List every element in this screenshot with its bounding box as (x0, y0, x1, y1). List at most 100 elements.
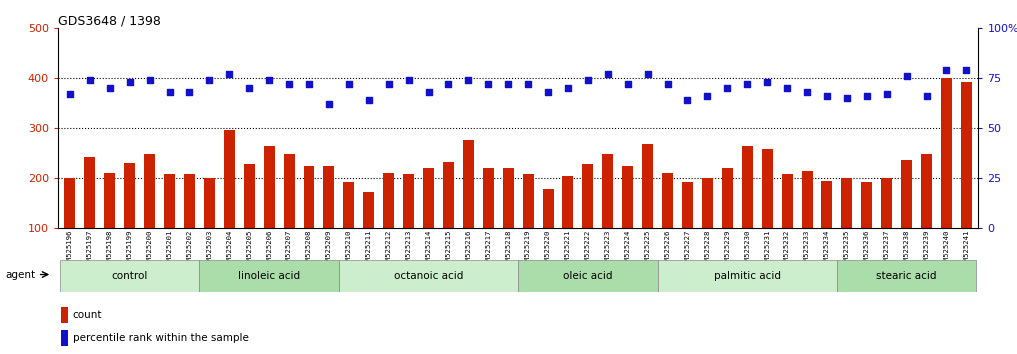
Bar (144, 154, 155, 278)
Point (201, 78, 218, 83)
Text: count: count (72, 310, 102, 320)
Bar (403, 174, 414, 278)
Bar (483, 169, 494, 278)
Point (221, 72, 237, 77)
Point (839, 96, 855, 101)
Bar (562, 176, 574, 278)
Bar (961, 82, 972, 278)
Point (461, 78, 477, 83)
Point (739, 81, 756, 87)
Bar (518, 260, 658, 292)
Bar (84, 157, 96, 278)
Bar (542, 189, 553, 278)
Point (918, 93, 935, 99)
Point (102, 86, 118, 91)
Bar (682, 182, 693, 278)
Point (480, 81, 496, 87)
Point (540, 90, 556, 95)
Point (361, 97, 377, 103)
Point (380, 81, 397, 87)
Bar (642, 144, 653, 278)
Point (958, 68, 974, 73)
Point (440, 81, 457, 87)
Bar (244, 164, 254, 278)
Point (261, 78, 278, 83)
Point (939, 68, 955, 73)
Text: GDS3648 / 1398: GDS3648 / 1398 (58, 14, 161, 27)
Bar (60, 260, 199, 292)
Bar (901, 160, 912, 278)
Bar (941, 78, 952, 278)
Bar (762, 149, 773, 278)
Bar (199, 260, 339, 292)
Bar (124, 163, 135, 278)
Bar (622, 166, 634, 278)
Bar (841, 178, 852, 278)
Bar (801, 171, 813, 278)
Point (500, 81, 517, 87)
Bar (822, 181, 833, 278)
Text: percentile rank within the sample: percentile rank within the sample (72, 333, 248, 343)
Bar (782, 174, 792, 278)
Bar (602, 154, 613, 278)
Point (700, 93, 716, 99)
Bar (861, 182, 873, 278)
Point (122, 80, 138, 85)
Bar (263, 146, 275, 278)
Bar (224, 130, 235, 278)
Bar (339, 260, 518, 292)
Text: control: control (112, 271, 147, 281)
Point (162, 90, 178, 95)
Bar (61, 330, 68, 346)
Point (580, 78, 596, 83)
Point (62, 91, 78, 97)
Bar (64, 178, 75, 278)
Point (600, 72, 616, 77)
Point (619, 81, 636, 87)
Point (799, 90, 816, 95)
Point (520, 81, 536, 87)
Text: oleic acid: oleic acid (563, 271, 612, 281)
Bar (502, 169, 514, 278)
Bar (344, 182, 354, 278)
Point (141, 78, 158, 83)
Bar (203, 178, 215, 278)
Bar (164, 174, 175, 278)
Bar (463, 140, 474, 278)
Bar (921, 154, 932, 278)
Point (819, 93, 835, 99)
Text: stearic acid: stearic acid (877, 271, 937, 281)
Point (420, 90, 436, 95)
Point (341, 81, 357, 87)
Point (858, 93, 875, 99)
Bar (284, 154, 295, 278)
Point (181, 90, 197, 95)
Bar (882, 178, 892, 278)
Point (81, 78, 98, 83)
Text: octanoic acid: octanoic acid (394, 271, 463, 281)
Point (640, 72, 656, 77)
Bar (105, 173, 115, 278)
Bar (184, 174, 195, 278)
Bar (583, 164, 593, 278)
Bar (658, 260, 837, 292)
Text: linoleic acid: linoleic acid (238, 271, 300, 281)
Point (719, 86, 735, 91)
Point (779, 86, 795, 91)
Bar (323, 166, 335, 278)
Point (879, 91, 895, 97)
Bar (741, 146, 753, 278)
Point (281, 81, 297, 87)
Point (241, 86, 257, 91)
Point (759, 80, 775, 85)
Bar (523, 174, 534, 278)
Point (679, 97, 696, 103)
Point (659, 81, 675, 87)
Bar (443, 162, 454, 278)
Text: agent: agent (5, 269, 36, 280)
Point (301, 81, 317, 87)
Bar (61, 307, 68, 323)
Bar (662, 173, 673, 278)
Point (320, 102, 337, 107)
Point (401, 78, 417, 83)
